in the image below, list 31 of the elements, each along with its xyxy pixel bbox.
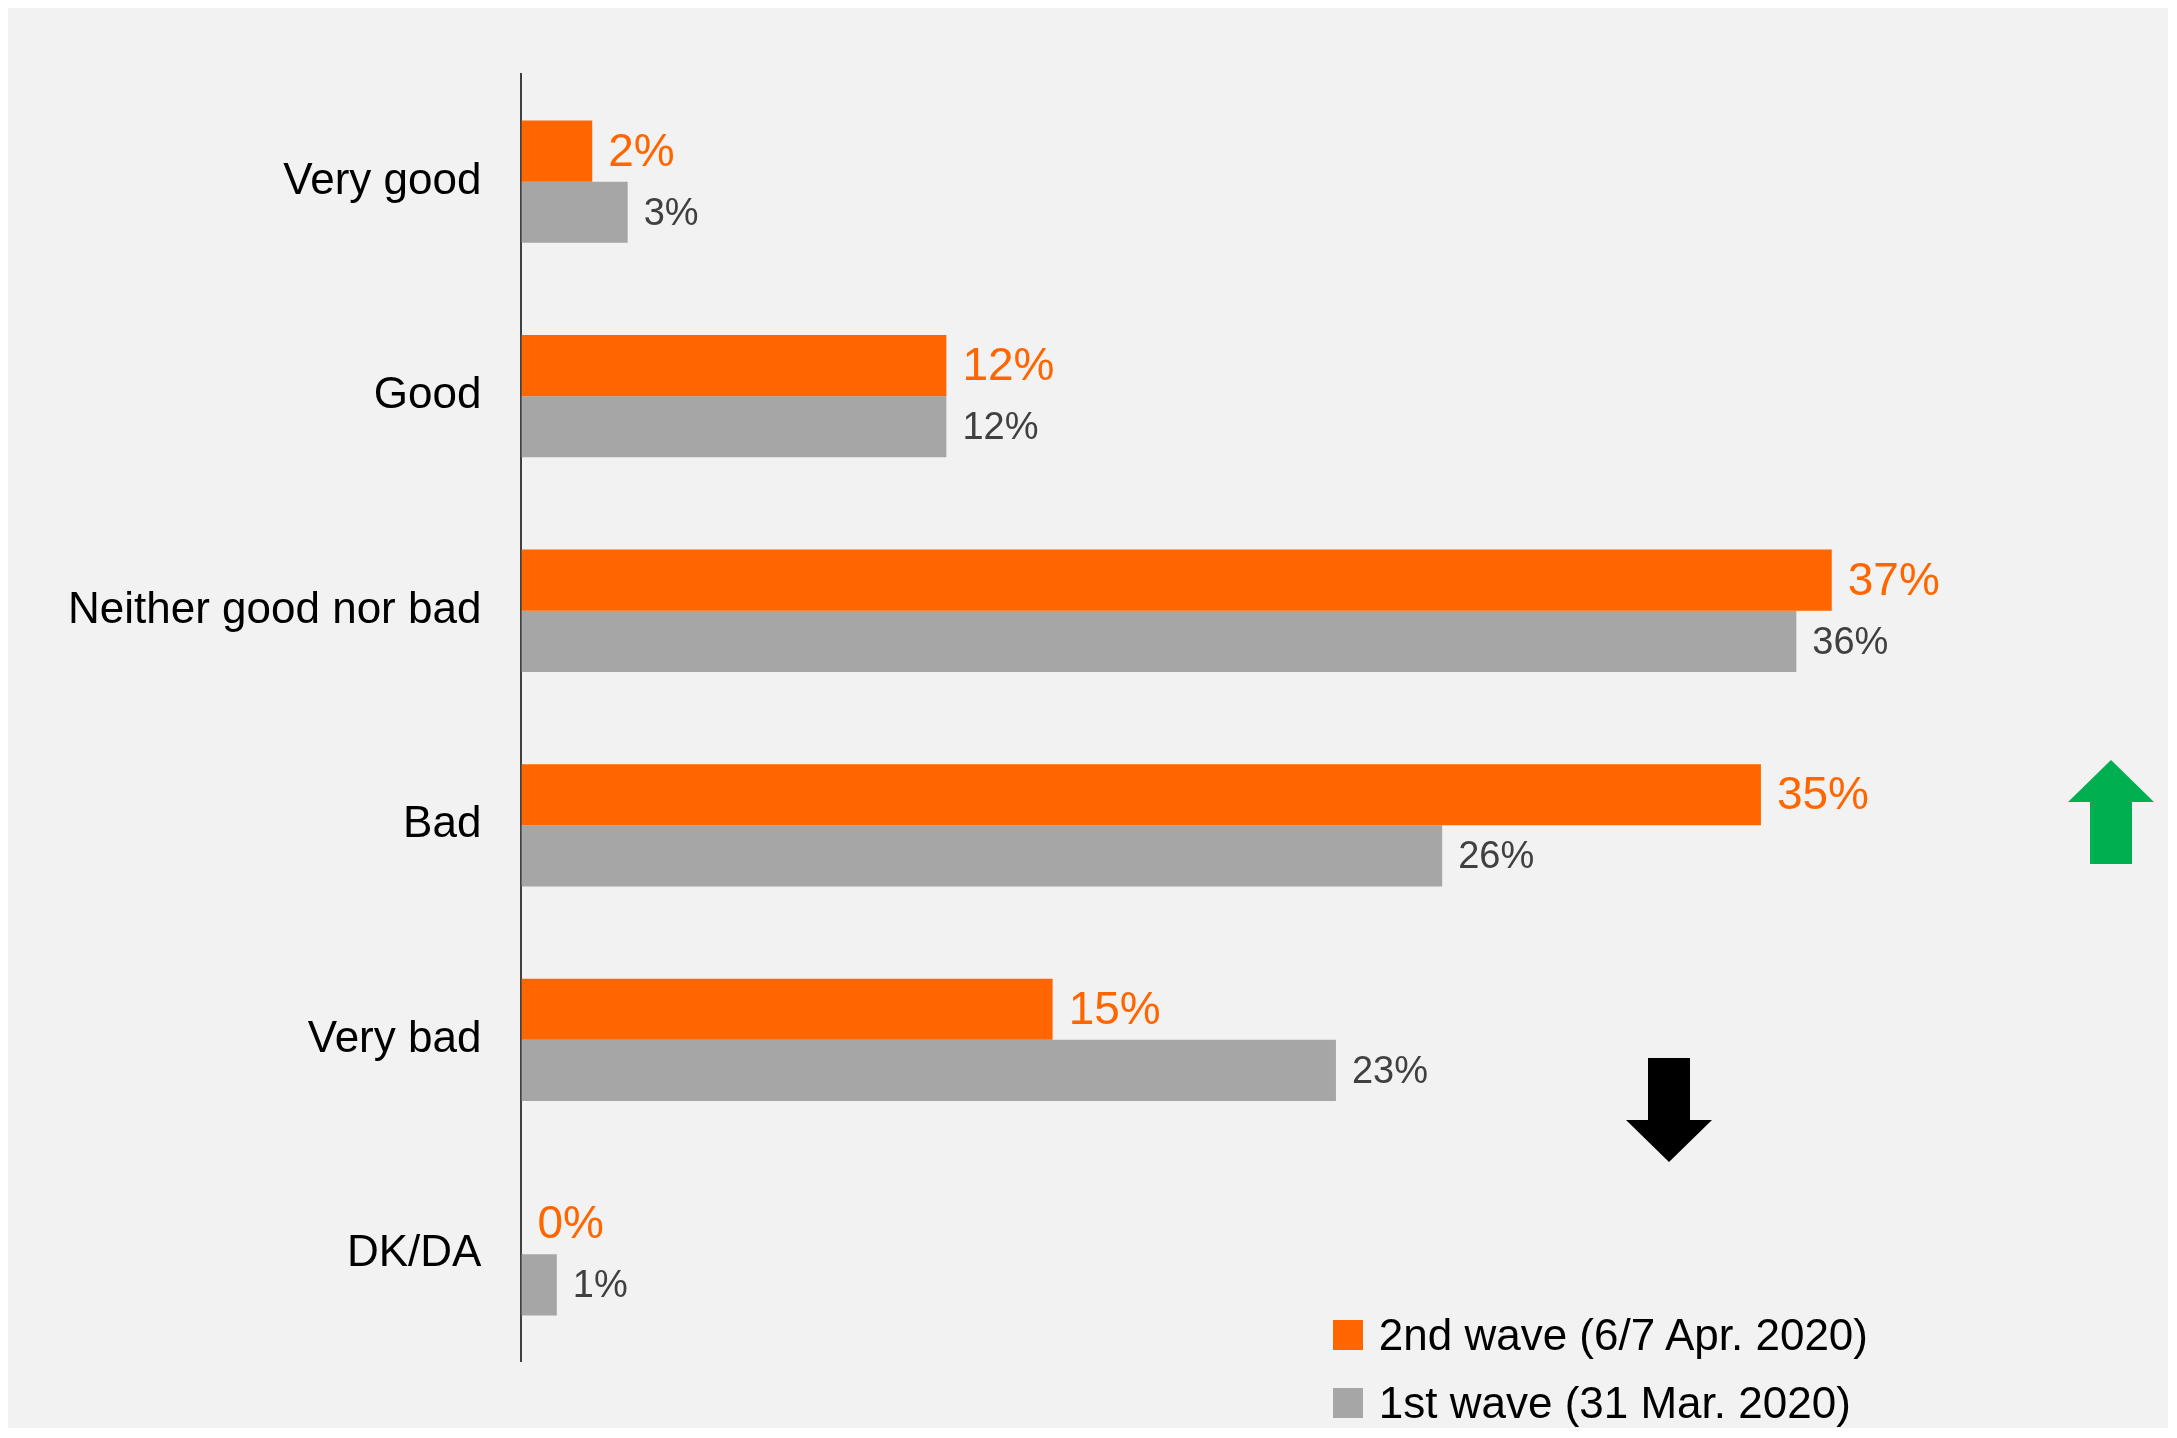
bar <box>521 825 1443 887</box>
data-label: 36% <box>1812 619 1889 662</box>
y-tick-label: Bad <box>403 797 482 847</box>
y-tick-label: Very good <box>283 153 482 203</box>
bar <box>521 335 947 397</box>
data-label: 12% <box>962 405 1039 448</box>
legend-label: 2nd wave (6/7 Apr. 2020) <box>1378 1310 1868 1360</box>
data-label: 1% <box>572 1263 628 1306</box>
data-label: 12% <box>962 338 1055 391</box>
legend-label: 1st wave (31 Mar. 2020) <box>1378 1378 1851 1428</box>
y-tick-label: Very bad <box>307 1011 482 1061</box>
bar <box>521 1254 557 1316</box>
y-tick-label: DK/DA <box>346 1226 483 1276</box>
data-label: 15% <box>1068 981 1161 1034</box>
data-label: 0% <box>537 1196 604 1249</box>
data-label: 37% <box>1847 552 1940 605</box>
data-label: 35% <box>1776 767 1869 820</box>
data-label: 26% <box>1458 834 1535 877</box>
bar <box>521 120 593 182</box>
bar <box>521 610 1797 672</box>
bar <box>521 764 1761 826</box>
bar <box>521 1039 1336 1101</box>
y-tick-label: Neither good nor bad <box>68 582 482 632</box>
bar <box>521 549 1832 611</box>
data-label: 3% <box>643 190 699 233</box>
y-tick-label: Good <box>373 368 482 418</box>
bar <box>521 978 1053 1040</box>
bar <box>521 396 947 458</box>
bar <box>521 181 628 243</box>
data-label: 23% <box>1351 1048 1429 1091</box>
data-label: 2% <box>608 123 675 176</box>
